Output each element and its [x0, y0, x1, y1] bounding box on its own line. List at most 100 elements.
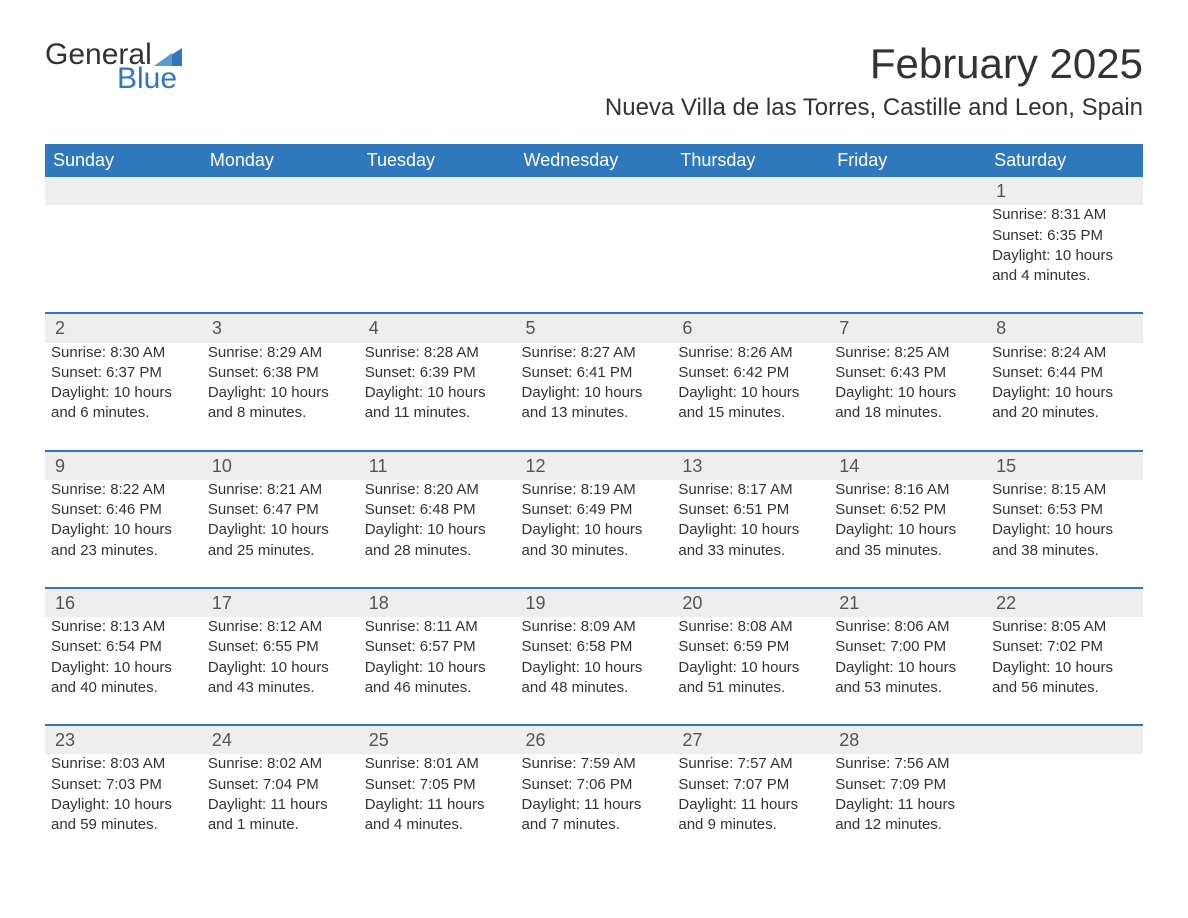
- sunset-text: Sunset: 7:09 PM: [835, 775, 980, 795]
- day-cell: Sunrise: 8:02 AMSunset: 7:04 PMDaylight:…: [202, 754, 359, 861]
- sunrise-text: Sunrise: 8:29 AM: [208, 343, 353, 363]
- logo: General Blue: [45, 40, 182, 94]
- sunset-text: Sunset: 7:06 PM: [522, 775, 667, 795]
- day-cell: Sunrise: 8:05 AMSunset: 7:02 PMDaylight:…: [986, 617, 1143, 725]
- day-cell: [829, 205, 986, 313]
- day-cell: Sunrise: 8:21 AMSunset: 6:47 PMDaylight:…: [202, 480, 359, 588]
- sunrise-text: Sunrise: 8:02 AM: [208, 754, 353, 774]
- day-cell: Sunrise: 8:11 AMSunset: 6:57 PMDaylight:…: [359, 617, 516, 725]
- day-cell: Sunrise: 8:31 AMSunset: 6:35 PMDaylight:…: [986, 205, 1143, 313]
- sunset-text: Sunset: 6:54 PM: [51, 637, 196, 657]
- day-number: 11: [365, 452, 510, 480]
- title-block: February 2025 Nueva Villa de las Torres,…: [605, 40, 1143, 136]
- day-number-cell: [986, 726, 1143, 754]
- week-content-row: Sunrise: 8:03 AMSunset: 7:03 PMDaylight:…: [45, 754, 1143, 861]
- sunrise-text: Sunrise: 8:20 AM: [365, 480, 510, 500]
- daylight-text: Daylight: 10 hours and 35 minutes.: [835, 520, 980, 561]
- day-cell: Sunrise: 8:29 AMSunset: 6:38 PMDaylight:…: [202, 343, 359, 451]
- day-cell: [45, 205, 202, 313]
- day-number-cell: 22: [986, 589, 1143, 617]
- daylight-text: Daylight: 10 hours and 51 minutes.: [678, 658, 823, 699]
- daylight-text: Daylight: 10 hours and 48 minutes.: [522, 658, 667, 699]
- day-number-cell: [45, 177, 202, 205]
- week-daynum-row: 9101112131415: [45, 452, 1143, 480]
- day-number-cell: 19: [516, 589, 673, 617]
- day-number-cell: 15: [986, 452, 1143, 480]
- week-content-row: Sunrise: 8:13 AMSunset: 6:54 PM Daylight:…: [45, 617, 1143, 725]
- day-number-cell: [202, 177, 359, 205]
- day-number: 15: [992, 452, 1137, 480]
- day-number-cell: 12: [516, 452, 673, 480]
- day-cell: Sunrise: 8:20 AMSunset: 6:48 PMDaylight:…: [359, 480, 516, 588]
- daylight-text: Daylight: 10 hours and 33 minutes.: [678, 520, 823, 561]
- day-number-cell: 16: [45, 589, 202, 617]
- weekday-header: Monday: [202, 144, 359, 177]
- sunset-text: Sunset: 6:41 PM: [522, 363, 667, 383]
- sunset-text: Sunset: 6:52 PM: [835, 500, 980, 520]
- sunrise-text: Sunrise: 8:27 AM: [522, 343, 667, 363]
- sunset-text: Sunset: 6:58 PM: [522, 637, 667, 657]
- weekday-header: Friday: [829, 144, 986, 177]
- daylight-text: Daylight: 10 hours and 59 minutes.: [51, 795, 196, 836]
- sunset-text: Sunset: 6:48 PM: [365, 500, 510, 520]
- day-number-cell: 11: [359, 452, 516, 480]
- day-number: 20: [678, 589, 823, 617]
- sunrise-text: Sunrise: 8:13 AM: [51, 617, 196, 637]
- day-cell: Sunrise: 7:57 AMSunset: 7:07 PMDaylight:…: [672, 754, 829, 861]
- daylight-text: Daylight: 10 hours and 23 minutes.: [51, 520, 196, 561]
- header: General Blue February 2025 Nueva Villa d…: [45, 40, 1143, 136]
- day-number: 2: [51, 314, 196, 342]
- day-number: 17: [208, 589, 353, 617]
- day-cell: Sunrise: 8:09 AMSunset: 6:58 PMDaylight:…: [516, 617, 673, 725]
- sunset-text: Sunset: 6:35 PM: [992, 226, 1137, 246]
- sunrise-text: Sunrise: 8:03 AM: [51, 754, 196, 774]
- daylight-text: Daylight: 10 hours and 38 minutes.: [992, 520, 1137, 561]
- day-number: 23: [51, 726, 196, 754]
- day-number: 28: [835, 726, 980, 754]
- day-cell: [672, 205, 829, 313]
- day-cell: Sunrise: 8:17 AMSunset: 6:51 PMDaylight:…: [672, 480, 829, 588]
- day-number: 27: [678, 726, 823, 754]
- sunrise-text: Sunrise: 8:28 AM: [365, 343, 510, 363]
- day-cell: Sunrise: 7:56 AMSunset: 7:09 PMDaylight:…: [829, 754, 986, 861]
- calendar-table: SundayMondayTuesdayWednesdayThursdayFrid…: [45, 144, 1143, 861]
- day-cell: Sunrise: 8:28 AMSunset: 6:39 PMDaylight:…: [359, 343, 516, 451]
- day-number-cell: 10: [202, 452, 359, 480]
- day-number-cell: 3: [202, 314, 359, 342]
- daylight-text: Daylight: 10 hours and 43 minutes.: [208, 658, 353, 699]
- day-number-cell: 23: [45, 726, 202, 754]
- day-number: 10: [208, 452, 353, 480]
- week-daynum-row: 2345678: [45, 314, 1143, 342]
- weekday-header-row: SundayMondayTuesdayWednesdayThursdayFrid…: [45, 144, 1143, 177]
- day-number: 26: [522, 726, 667, 754]
- day-cell: Sunrise: 8:13 AMSunset: 6:54 PMDaylight:…: [45, 617, 202, 725]
- sunset-text: Sunset: 7:02 PM: [992, 637, 1137, 657]
- daylight-text: Daylight: 10 hours and 11 minutes.: [365, 383, 510, 424]
- daylight-text: Daylight: 10 hours and 56 minutes.: [992, 658, 1137, 699]
- day-cell: Sunrise: 8:22 AMSunset: 6:46 PMDaylight:…: [45, 480, 202, 588]
- day-number: 19: [522, 589, 667, 617]
- daylight-text: Daylight: 11 hours and 12 minutes.: [835, 795, 980, 836]
- sunrise-text: Sunrise: 8:08 AM: [678, 617, 823, 637]
- day-number: 9: [51, 452, 196, 480]
- day-cell: Sunrise: 8:19 AMSunset: 6:49 PMDaylight:…: [516, 480, 673, 588]
- day-number-cell: 1: [986, 177, 1143, 205]
- day-number: 25: [365, 726, 510, 754]
- day-cell: Sunrise: 7:59 AMSunset: 7:06 PMDaylight:…: [516, 754, 673, 861]
- day-cell: Sunrise: 8:08 AMSunset: 6:59 PMDaylight:…: [672, 617, 829, 725]
- day-cell: Sunrise: 8:26 AMSunset: 6:42 PMDaylight:…: [672, 343, 829, 451]
- daylight-text: Daylight: 11 hours and 4 minutes.: [365, 795, 510, 836]
- day-number: 4: [365, 314, 510, 342]
- daylight-text: Daylight: 11 hours and 7 minutes.: [522, 795, 667, 836]
- daylight-text: Daylight: 10 hours and 15 minutes.: [678, 383, 823, 424]
- day-number: 1: [992, 177, 1137, 205]
- daylight-text: Daylight: 11 hours and 1 minute.: [208, 795, 353, 836]
- day-number-cell: 18: [359, 589, 516, 617]
- day-number: 24: [208, 726, 353, 754]
- sunrise-text: Sunrise: 8:15 AM: [992, 480, 1137, 500]
- sunset-text: Sunset: 6:37 PM: [51, 363, 196, 383]
- daylight-text: Daylight: 10 hours and 46 minutes.: [365, 658, 510, 699]
- sunset-text: Sunset: 6:42 PM: [678, 363, 823, 383]
- day-number: 8: [992, 314, 1137, 342]
- sunset-text: Sunset: 7:00 PM: [835, 637, 980, 657]
